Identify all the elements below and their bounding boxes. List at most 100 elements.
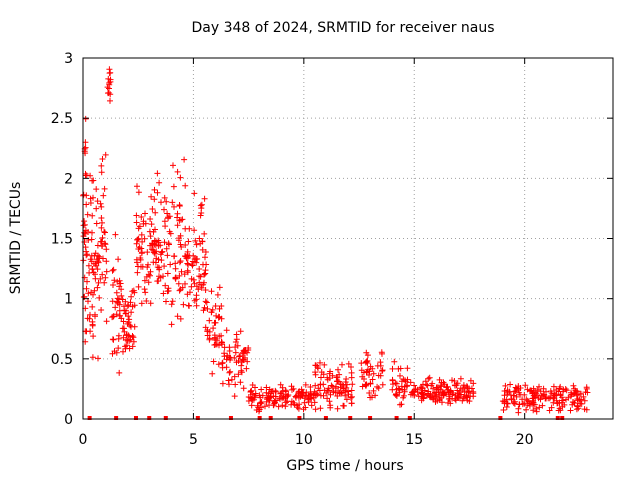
data-point — [280, 394, 287, 401]
data-point — [370, 387, 377, 394]
data-point — [93, 186, 100, 193]
data-point — [201, 271, 208, 278]
zero-data-point — [407, 416, 412, 420]
data-point — [374, 362, 381, 369]
data-point — [247, 389, 254, 395]
data-point — [248, 402, 255, 409]
data-point — [87, 328, 94, 335]
y-tick-label: 1.5 — [51, 232, 73, 248]
data-point — [102, 241, 109, 248]
data-point — [191, 227, 198, 234]
data-point — [397, 372, 403, 379]
data-point — [243, 365, 250, 372]
data-point — [258, 386, 265, 393]
data-point — [131, 302, 138, 309]
data-point — [163, 298, 169, 305]
data-point — [349, 393, 355, 400]
data-point — [141, 286, 148, 293]
data-point — [336, 371, 343, 378]
data-point — [168, 301, 175, 308]
data-point — [125, 302, 132, 308]
data-point — [110, 313, 117, 320]
data-point — [535, 395, 542, 402]
data-point — [91, 287, 98, 294]
data-point — [155, 256, 162, 263]
data-point — [147, 300, 154, 307]
chart-title: Day 348 of 2024, SRMTID for receiver nau… — [191, 20, 494, 36]
data-point — [125, 313, 132, 320]
data-point — [174, 214, 181, 221]
zero-data-point — [323, 416, 328, 420]
data-point — [169, 298, 176, 305]
data-point — [232, 344, 239, 351]
data-point — [147, 272, 153, 279]
data-point — [508, 395, 515, 402]
data-point — [148, 221, 155, 228]
y-tick-label: 0 — [64, 412, 73, 428]
data-point — [226, 381, 232, 388]
data-point — [460, 382, 467, 389]
data-point — [303, 392, 309, 399]
data-point — [324, 387, 331, 394]
data-point — [432, 393, 439, 400]
data-point — [201, 304, 208, 311]
data-point — [121, 325, 127, 332]
data-point — [456, 388, 463, 395]
data-point — [321, 361, 328, 368]
data-point — [100, 255, 106, 262]
data-point — [550, 394, 557, 401]
data-point — [142, 210, 148, 217]
data-point — [536, 383, 542, 390]
data-point — [114, 278, 121, 285]
data-point — [263, 398, 270, 405]
data-point — [531, 401, 538, 408]
data-point — [226, 344, 233, 351]
data-point — [334, 405, 341, 412]
data-point — [164, 210, 171, 217]
data-point — [398, 383, 405, 390]
data-point — [277, 381, 284, 388]
data-point — [135, 225, 142, 232]
data-point — [283, 391, 289, 398]
data-point — [98, 169, 105, 176]
data-point — [349, 381, 356, 388]
data-point — [420, 391, 427, 398]
data-point — [400, 394, 407, 401]
data-point — [210, 325, 217, 332]
data-point — [503, 404, 510, 410]
data-point — [81, 229, 88, 236]
data-point — [501, 398, 508, 405]
data-point — [232, 381, 239, 388]
data-point — [248, 395, 255, 402]
data-point — [140, 220, 147, 227]
data-point — [366, 390, 373, 396]
data-point — [392, 392, 399, 398]
data-point — [192, 237, 199, 244]
data-point — [206, 317, 213, 324]
data-point — [181, 156, 188, 163]
data-point — [196, 273, 203, 280]
data-point — [166, 213, 173, 220]
data-point — [199, 238, 206, 245]
data-points — [80, 66, 591, 420]
data-point — [204, 305, 211, 312]
data-point — [177, 315, 184, 322]
data-point — [171, 253, 178, 260]
data-point — [227, 368, 234, 375]
data-point — [167, 261, 174, 268]
data-point — [238, 362, 245, 369]
data-point — [317, 392, 324, 399]
data-point — [124, 320, 131, 327]
data-point — [423, 392, 430, 399]
data-point — [102, 151, 109, 158]
data-point — [438, 383, 445, 390]
data-point — [507, 381, 514, 388]
data-point — [364, 352, 371, 359]
data-point — [333, 374, 340, 381]
data-point — [156, 266, 163, 273]
data-point — [317, 359, 323, 366]
data-point — [184, 269, 191, 276]
data-point — [223, 364, 230, 371]
data-point — [539, 402, 546, 409]
data-point — [543, 395, 549, 402]
